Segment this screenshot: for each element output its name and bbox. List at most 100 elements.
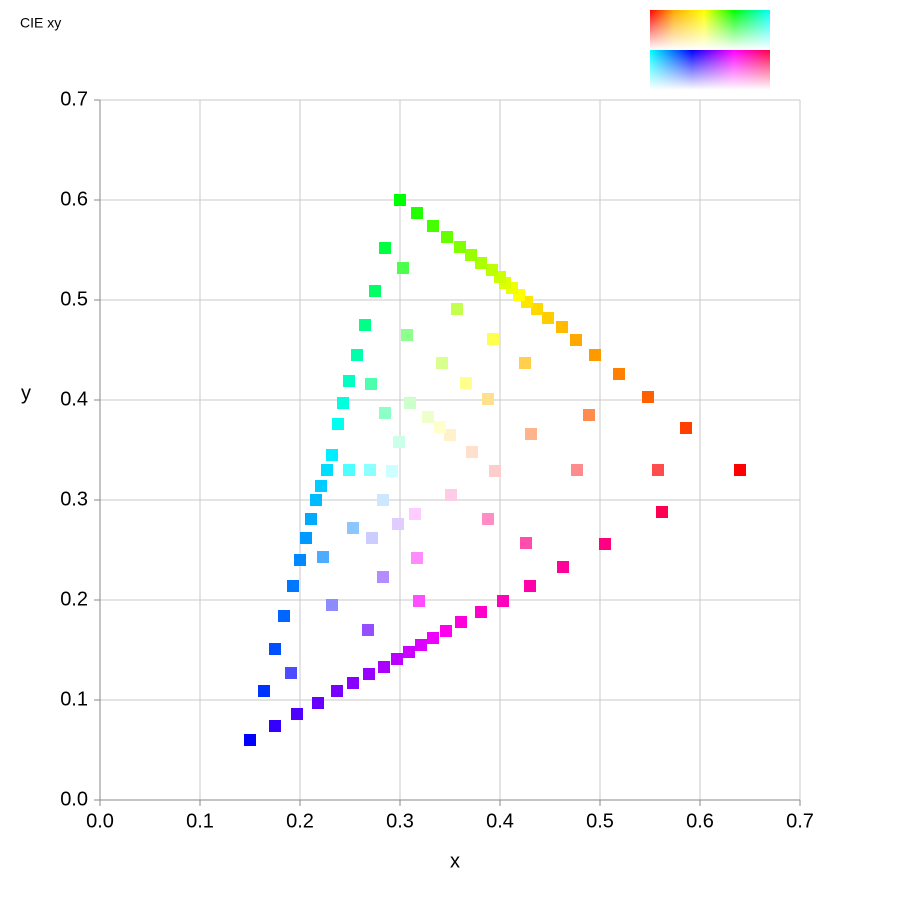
point [409,508,421,520]
point [391,653,403,665]
point [312,697,324,709]
point [525,428,537,440]
point [363,668,375,680]
point [392,518,404,530]
point [487,333,499,345]
point [403,646,415,658]
point [269,720,281,732]
point [347,522,359,534]
point [351,349,363,361]
point [315,480,327,492]
point [326,449,338,461]
point [310,494,322,506]
point [359,319,371,331]
point [441,231,453,243]
point [411,207,423,219]
point [570,334,582,346]
x-tick-label: 0.2 [286,810,314,832]
point [520,537,532,549]
x-tick-label: 0.7 [786,810,814,832]
x-tick-label: 0.5 [586,810,614,832]
point [482,513,494,525]
point [377,571,389,583]
point [401,329,413,341]
point [589,349,601,361]
y-tick-label: 0.5 [60,288,88,310]
point [269,643,281,655]
point [613,368,625,380]
point [321,464,333,476]
point [444,429,456,441]
point [436,357,448,369]
point [397,262,409,274]
point [404,397,416,409]
point [427,632,439,644]
point [583,409,595,421]
point [378,661,390,673]
point [451,303,463,315]
point [466,446,478,458]
y-tick-label: 0.7 [60,88,88,110]
x-axis-label: x [450,850,460,872]
point [258,685,270,697]
point [434,421,446,433]
y-tick-label: 0.6 [60,188,88,210]
point [656,506,668,518]
point [343,375,355,387]
point [422,411,434,423]
y-axis-label: y [21,382,31,404]
point [571,464,583,476]
point [331,685,343,697]
point [460,377,472,389]
x-tick-label: 0.4 [486,810,514,832]
point [734,464,746,476]
point [285,667,297,679]
point [445,489,457,501]
point [326,599,338,611]
point [332,418,344,430]
point [455,616,467,628]
y-tick-label: 0.4 [60,388,88,410]
point [497,595,509,607]
point [287,580,299,592]
x-tick-label: 0.0 [86,810,114,832]
point [652,464,664,476]
point [489,465,501,477]
point [366,532,378,544]
point [317,551,329,563]
point [369,285,381,297]
point [411,552,423,564]
point [379,407,391,419]
point [386,465,398,477]
y-tick-label: 0.3 [60,488,88,510]
x-tick-label: 0.1 [186,810,214,832]
point [427,220,439,232]
point [300,532,312,544]
swatches [650,10,770,90]
x-tick-label: 0.3 [386,810,414,832]
point [556,321,568,333]
point [337,397,349,409]
point [531,303,543,315]
point [278,610,290,622]
point [305,513,317,525]
point [364,464,376,476]
y-tick-label: 0.1 [60,688,88,710]
y-tick-label: 0.2 [60,588,88,610]
point [475,606,487,618]
point [393,436,405,448]
point [454,241,466,253]
chart-title: CIE xy [20,15,61,31]
point [413,595,425,607]
point [362,624,374,636]
point [482,393,494,405]
point [377,494,389,506]
point [244,734,256,746]
point [394,194,406,206]
point [542,312,554,324]
point [475,257,487,269]
point [343,464,355,476]
point [440,625,452,637]
point [365,378,377,390]
